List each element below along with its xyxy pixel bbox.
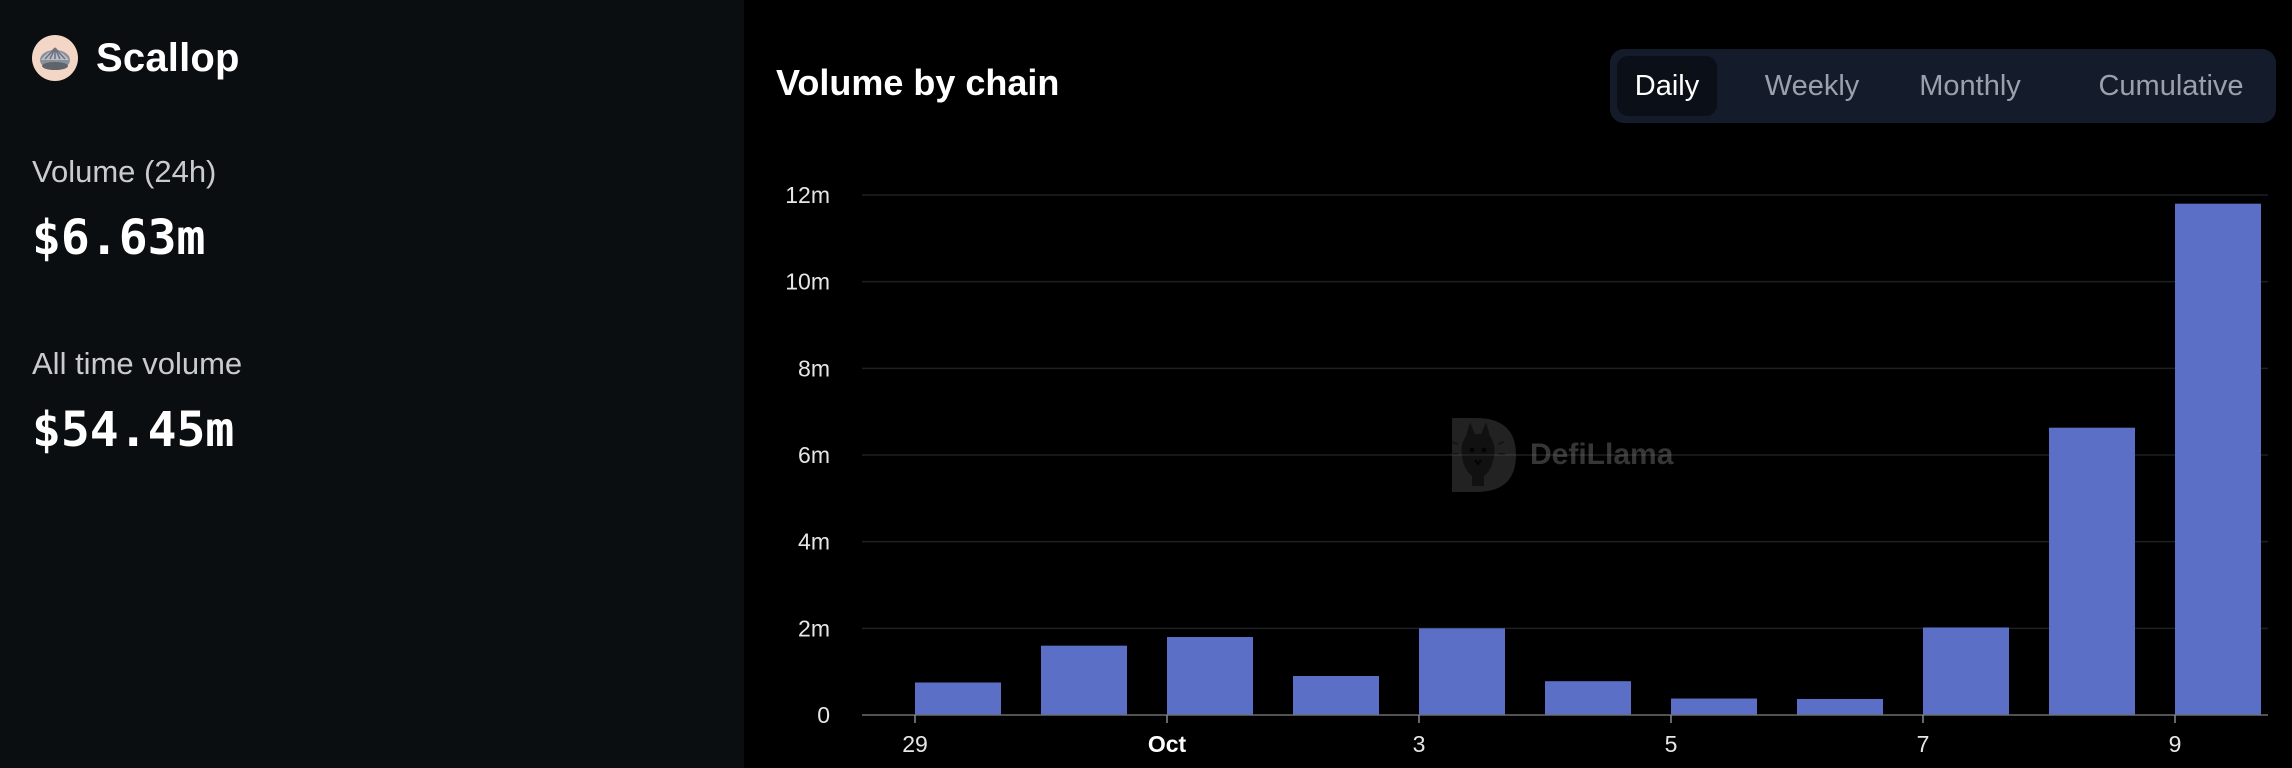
chart-gridlines	[862, 194, 2268, 630]
x-tick-label: Oct	[1148, 731, 1187, 757]
y-tick-label: 2m	[798, 615, 830, 641]
x-tick-label: 3	[1413, 731, 1426, 757]
bar-oct-7[interactable]	[1923, 627, 2009, 715]
protocol-header: Scallop	[32, 32, 240, 84]
tab-daily[interactable]: Daily	[1617, 56, 1717, 116]
x-tick-label: 7	[1917, 731, 1930, 757]
watermark-text: DefiLlama	[1530, 438, 1674, 471]
volume-24h-value: $6.63m	[32, 210, 206, 266]
chart-title: Volume by chain	[776, 62, 1060, 103]
y-tick-label: 10m	[785, 269, 830, 295]
y-tick-label: 0	[817, 702, 830, 728]
defillama-watermark: DefiLlama	[1448, 414, 1673, 496]
bar-oct-3[interactable]	[1419, 628, 1505, 715]
tab-weekly[interactable]: Weekly	[1764, 70, 1860, 102]
y-tick-label: 4m	[798, 529, 830, 555]
x-tick-label: 29	[902, 731, 928, 757]
protocol-summary-panel: Scallop Volume (24h) $6.63m All time vol…	[0, 0, 744, 768]
bar-oct-4[interactable]	[1545, 681, 1631, 715]
protocol-name: Scallop	[96, 35, 240, 80]
tab-cumulative[interactable]: Cumulative	[2098, 70, 2244, 102]
chart-bars	[915, 203, 2261, 716]
defillama-llama-icon	[1451, 418, 1516, 492]
all-time-volume-value: $54.45m	[32, 402, 235, 458]
bar-oct-5[interactable]	[1671, 698, 1757, 715]
bar-oct-2[interactable]	[1293, 676, 1379, 715]
bar-sep-29[interactable]	[915, 682, 1001, 716]
y-tick-label: 12m	[785, 182, 830, 208]
bar-oct-6[interactable]	[1797, 698, 1883, 715]
bar-oct-1[interactable]	[1167, 637, 1253, 715]
x-tick-label: 9	[2169, 731, 2182, 757]
y-tick-label: 8m	[798, 355, 830, 381]
x-tick-label: 5	[1665, 731, 1678, 757]
bar-sep-30[interactable]	[1041, 645, 1127, 715]
bar-oct-9[interactable]	[2175, 203, 2261, 715]
chart-axes: 0 2m 4m 6m 8m 10m 12m 29 Oct 3 5 7 9	[785, 182, 2268, 757]
volume-chart-panel: Volume by chain Daily Weekly Monthly Cum…	[744, 0, 2292, 768]
y-tick-label: 6m	[798, 442, 830, 468]
period-toggle: Daily Weekly Monthly Cumulative	[1610, 49, 2276, 123]
bar-oct-8[interactable]	[2049, 427, 2135, 715]
all-time-volume-label: All time volume	[32, 346, 243, 381]
scallop-shell-logo-icon	[32, 35, 78, 81]
tab-monthly[interactable]: Monthly	[1919, 70, 2021, 102]
volume-24h-label: Volume (24h)	[32, 154, 217, 189]
volume-bar-chart: 0 2m 4m 6m 8m 10m 12m 29 Oct 3 5 7 9	[785, 182, 2268, 757]
